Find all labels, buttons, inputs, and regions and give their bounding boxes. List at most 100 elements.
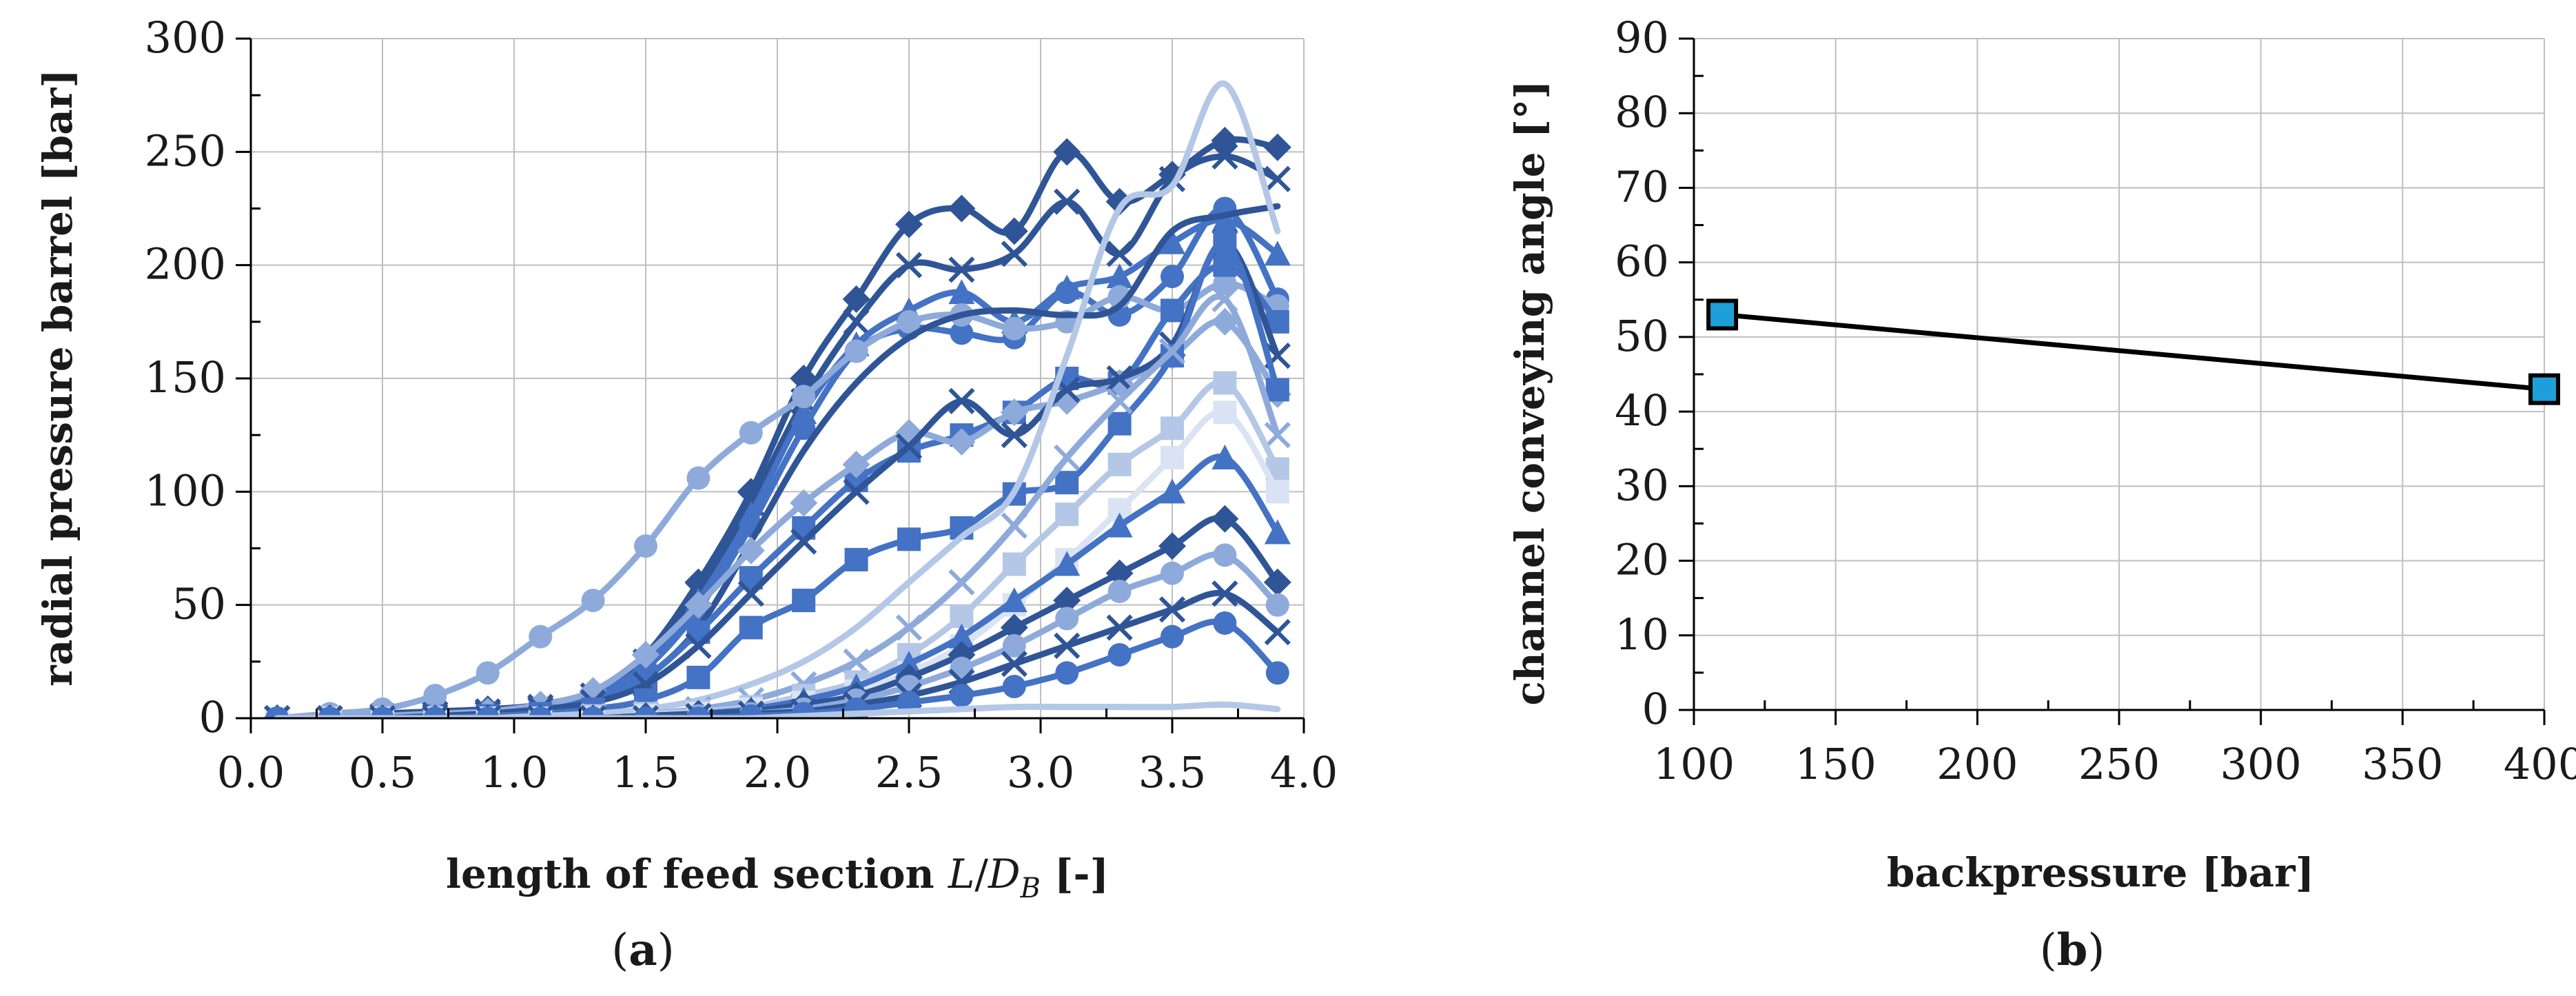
chart-a-series-13-point xyxy=(1055,502,1079,527)
chart-a-series-12-point xyxy=(843,648,870,675)
chart-a-series-18-point xyxy=(1212,580,1238,607)
chart-a-series-12-line xyxy=(274,294,1281,718)
chart-a-series-13-point xyxy=(1161,416,1184,440)
chart-a-series-7-point xyxy=(1213,253,1237,277)
chart-a-series-5-point xyxy=(739,420,763,445)
chart-a-panel-label: (a) xyxy=(611,924,674,976)
chart-a-series-5-point xyxy=(1002,316,1026,341)
chart-a-series-1-point xyxy=(1263,133,1291,161)
chart-a-series-14-point xyxy=(1161,446,1184,470)
chart-b-x-tick-label: 200 xyxy=(1936,739,2018,789)
chart-a-series-1-point xyxy=(842,285,870,313)
chart-a-series-4-point xyxy=(950,321,974,345)
chart-a-series-15-point xyxy=(1001,587,1028,613)
chart-b-data-point xyxy=(2528,373,2560,405)
chart-a-y-tick-label: 300 xyxy=(145,12,226,63)
chart-a-series-16-point xyxy=(1000,613,1028,642)
chart-b-y-tick-label: 40 xyxy=(1615,385,1669,436)
chart-b-y-axis-title: channel conveying angle [°] xyxy=(1506,80,1553,705)
chart-b-y-tick-label: 30 xyxy=(1615,460,1669,510)
chart-a-series-17-point xyxy=(1265,593,1289,617)
chart-a-series-2-point xyxy=(1264,165,1291,192)
chart-a-series-15-point xyxy=(1106,512,1133,538)
chart-a-series-9-point xyxy=(843,478,870,505)
chart-a-series-15-point xyxy=(1212,445,1238,470)
chart-a-y-tick-label: 200 xyxy=(145,239,226,289)
chart-a-series-9-point xyxy=(948,387,975,414)
chart-a-series-5-point xyxy=(1213,271,1237,295)
chart-a-series-12-point xyxy=(1158,338,1186,365)
chart-b-panel-label: (b) xyxy=(2040,924,2105,976)
chart-a-series-19-point xyxy=(1055,661,1079,685)
chart-a-series-17-point xyxy=(1161,561,1184,585)
chart-a-series-19-point xyxy=(1213,611,1237,635)
chart-b-y-tick-label: 60 xyxy=(1615,236,1669,287)
chart-a-series-10-point xyxy=(844,547,868,571)
chart-a-series-18-point xyxy=(1106,614,1133,641)
chart-a-series-13-point xyxy=(1213,371,1237,395)
chart-a-series-9-point xyxy=(895,433,923,460)
chart-a-gridlines xyxy=(251,38,1305,718)
chart-a-series-15-point xyxy=(948,623,975,649)
chart-b-y-tick-label: 10 xyxy=(1615,609,1669,660)
chart-a-y-tick-label: 100 xyxy=(145,465,226,516)
chart-a-x-tick-label: 2.0 xyxy=(744,747,812,797)
chart-a-series-2-point xyxy=(843,308,870,335)
chart-a-series-17-point xyxy=(1107,579,1132,603)
chart-a-series-8-point xyxy=(1000,398,1028,427)
chart-a-series-10-point xyxy=(792,589,816,613)
chart-a-series-12-point xyxy=(1106,387,1133,414)
chart-a-series-9-point xyxy=(1106,365,1133,392)
chart-a-series-17-point xyxy=(1055,607,1079,631)
chart-a-series-16-point xyxy=(1053,587,1081,615)
chart-a-series-19-point xyxy=(1265,661,1289,685)
chart-a-series-9-point xyxy=(1001,422,1028,449)
chart-a-series-8-point xyxy=(948,428,976,456)
chart-a-x-axis-title: length of feed section L/DB [-] xyxy=(446,851,1109,904)
chart-a-series-10-point xyxy=(1213,230,1237,254)
chart-a-series-5-point xyxy=(634,534,657,558)
chart-a-series-4-point xyxy=(792,416,816,440)
chart-b-x-tick-label: 250 xyxy=(2078,739,2160,789)
chart-a-series-9-point xyxy=(790,528,817,555)
chart-a-x-tick-label: 1.0 xyxy=(480,747,549,797)
chart-a-x-tick-label: 0.5 xyxy=(349,747,417,797)
chart-a-series-15-point xyxy=(1159,478,1185,504)
chart-a-series-17-point xyxy=(1002,633,1026,658)
chart-a-series-3-point xyxy=(1264,241,1291,266)
chart-b-data-point xyxy=(1706,298,1739,331)
chart-a-series-12-point xyxy=(1054,444,1081,471)
chart-a-series-15-point xyxy=(1264,519,1291,545)
chart-a-x-tick-label: 3.0 xyxy=(1007,747,1075,797)
chart-a-series-4-point xyxy=(1055,281,1079,305)
chart-a-series-10-point xyxy=(686,665,711,689)
chart-a-series-16-point xyxy=(1158,532,1186,560)
chart-a-series-16-point xyxy=(1263,568,1291,596)
chart-b-x-tick-label: 400 xyxy=(2504,739,2576,789)
chart-a-series-8-point xyxy=(1211,307,1239,336)
chart-a-series-3-point xyxy=(1106,263,1133,289)
chart-a-series-5-point xyxy=(423,684,447,708)
chart-a-series-3-point xyxy=(1159,229,1185,254)
chart-a-series-7-point xyxy=(1161,298,1184,323)
chart-a-series-1-point xyxy=(948,194,976,223)
chart-b-x-tick-label: 350 xyxy=(2362,739,2443,789)
chart-a-series-17-point xyxy=(1213,543,1237,567)
chart-a-y-tick-label: 0 xyxy=(199,692,226,742)
chart-b-series-group xyxy=(1706,298,2560,405)
chart-b-x-axis-title: backpressure [bar] xyxy=(1887,849,2314,896)
chart-a-series-group xyxy=(263,80,1291,718)
chart-a-series-2-point xyxy=(1054,188,1081,215)
chart-a-series-10-point xyxy=(1055,471,1079,495)
chart-a-series-15-point xyxy=(1054,551,1081,576)
chart-b-y-tick-label: 70 xyxy=(1615,161,1669,212)
chart-a-series-13-point xyxy=(1002,552,1026,576)
chart-a-series-8-point xyxy=(632,640,660,669)
chart-a-series-10-point xyxy=(739,616,763,640)
chart-b-axes xyxy=(1679,37,2546,725)
chart-a-series-12-point xyxy=(895,614,923,641)
chart-a-series-18-point xyxy=(1264,618,1291,646)
chart-a-series-5-point xyxy=(581,589,605,613)
chart-a-series-3-point xyxy=(948,279,975,305)
